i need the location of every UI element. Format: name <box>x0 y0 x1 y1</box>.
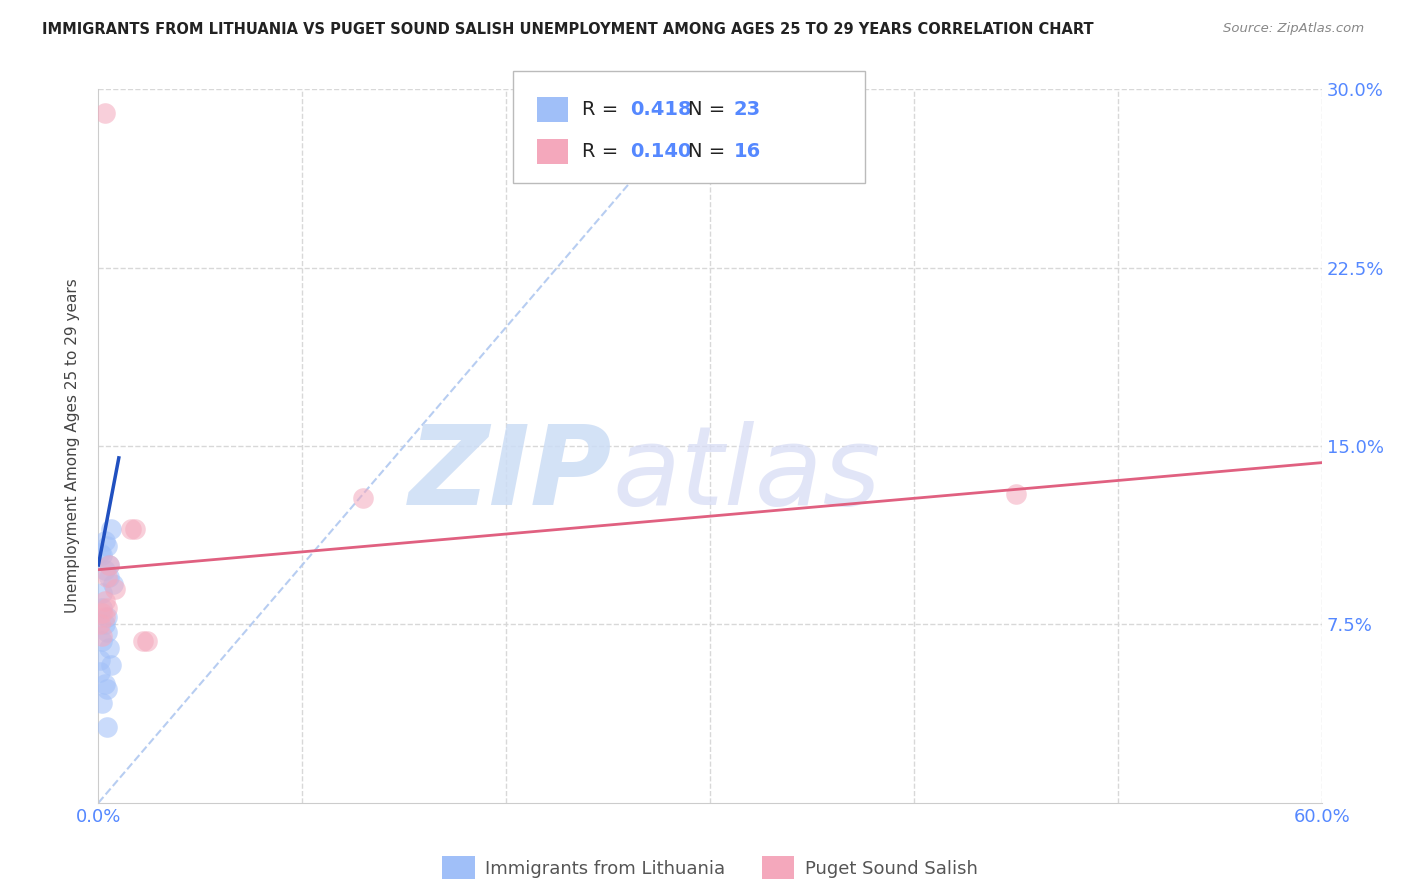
Point <box>96 720 118 734</box>
Point <box>93 677 115 691</box>
Point <box>96 624 118 639</box>
Text: N =: N = <box>688 142 731 161</box>
Point <box>91 634 114 648</box>
Point <box>93 617 115 632</box>
Point <box>136 634 159 648</box>
Point <box>93 534 115 549</box>
Point <box>120 522 142 536</box>
Point <box>101 577 124 591</box>
Point <box>91 696 114 710</box>
Point <box>96 610 118 624</box>
Text: atlas: atlas <box>612 421 880 528</box>
Point <box>96 570 118 584</box>
Text: Source: ZipAtlas.com: Source: ZipAtlas.com <box>1223 22 1364 36</box>
Point <box>96 539 118 553</box>
Text: 0.418: 0.418 <box>630 100 692 120</box>
Point <box>132 634 155 648</box>
Point <box>91 600 114 615</box>
Point <box>91 549 114 563</box>
Text: 23: 23 <box>734 100 761 120</box>
Point <box>91 629 114 643</box>
Point <box>89 617 111 632</box>
Text: IMMIGRANTS FROM LITHUANIA VS PUGET SOUND SALISH UNEMPLOYMENT AMONG AGES 25 TO 29: IMMIGRANTS FROM LITHUANIA VS PUGET SOUND… <box>42 22 1094 37</box>
Y-axis label: Unemployment Among Ages 25 to 29 years: Unemployment Among Ages 25 to 29 years <box>65 278 80 614</box>
Point <box>97 558 120 572</box>
Point <box>100 657 122 672</box>
Point <box>124 522 146 536</box>
Point <box>97 558 120 572</box>
Text: R =: R = <box>582 142 624 161</box>
Point <box>93 593 115 607</box>
Legend: Immigrants from Lithuania, Puget Sound Salish: Immigrants from Lithuania, Puget Sound S… <box>434 849 986 887</box>
Point <box>89 653 111 667</box>
Point <box>104 582 127 596</box>
Point <box>89 546 111 560</box>
Point <box>1004 486 1026 500</box>
Text: 0.140: 0.140 <box>630 142 692 161</box>
Point <box>91 586 114 600</box>
Point <box>89 665 111 679</box>
Text: ZIP: ZIP <box>409 421 612 528</box>
Point <box>96 600 118 615</box>
Text: R =: R = <box>582 100 624 120</box>
Point <box>91 606 114 620</box>
Point <box>97 570 120 584</box>
Text: N =: N = <box>688 100 731 120</box>
Text: 16: 16 <box>734 142 761 161</box>
Point <box>352 491 374 506</box>
Point <box>93 106 115 120</box>
Point <box>97 641 120 656</box>
Point <box>93 610 115 624</box>
Point <box>96 681 118 696</box>
Point <box>93 563 115 577</box>
Point <box>100 522 122 536</box>
